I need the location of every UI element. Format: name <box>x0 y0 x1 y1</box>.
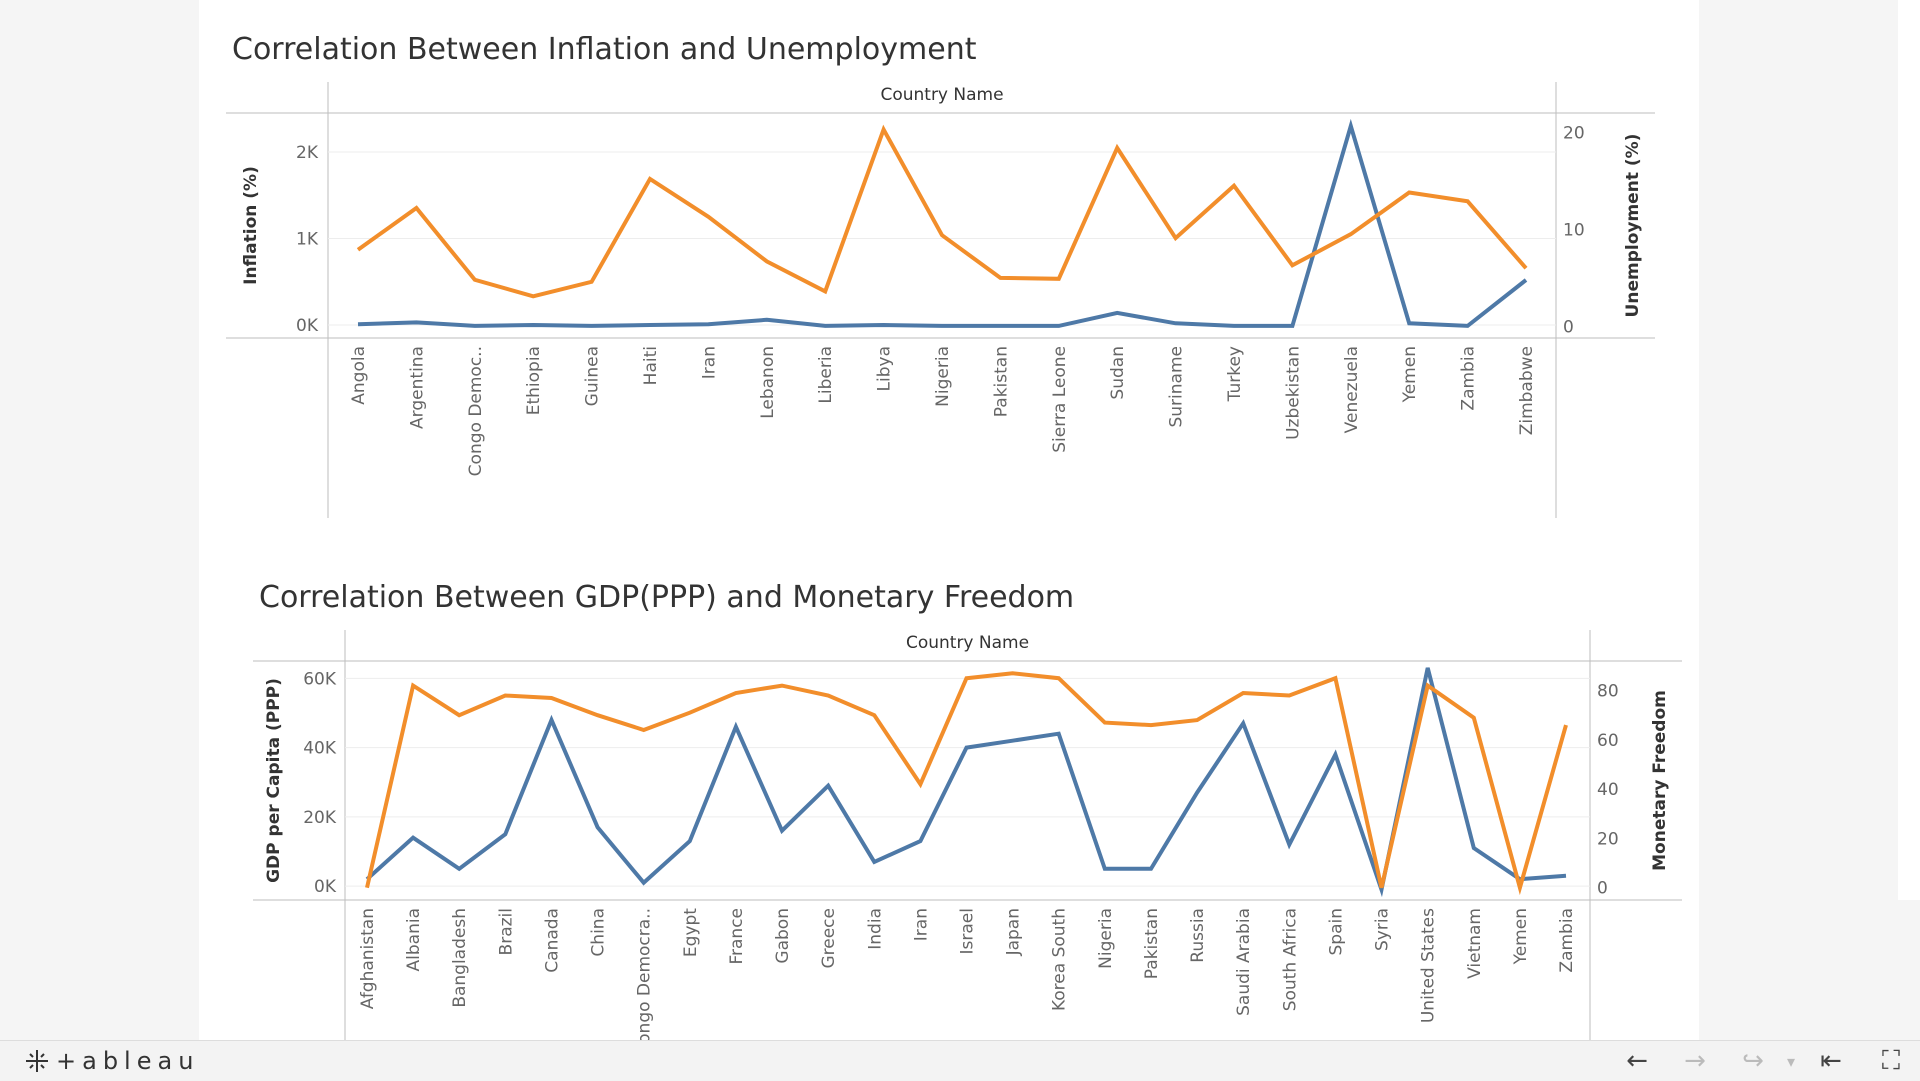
tableau-brand[interactable]: +ableau <box>24 1047 199 1075</box>
chart-2-category-label: China <box>589 908 609 957</box>
chart-2-right-tick-label: 40 <box>1597 780 1619 800</box>
chart-2-left-tick-label: 20K <box>303 808 337 828</box>
chart-2-category-label: Russia <box>1188 908 1208 963</box>
chart-1-category-label: Congo Democ.. <box>466 346 486 476</box>
chart-2-category-label: Korea South <box>1050 908 1070 1011</box>
chart-2-category-label: Pakistan <box>1142 908 1162 979</box>
chart-1-category-label: Argentina <box>407 346 427 429</box>
chart-2-category-label: South Africa <box>1280 908 1300 1011</box>
chart-1-category-label: Iran <box>699 346 719 379</box>
chart-1-category-label: Pakistan <box>991 346 1011 417</box>
chart-2-category-label: Greece <box>819 908 839 969</box>
chart-2-category-label: Canada <box>542 908 562 973</box>
chart-2-category-label: Iran <box>911 908 931 941</box>
chart-1-category-label: Yemen <box>1400 346 1420 403</box>
fullscreen-button[interactable]: ⛶ <box>1876 1045 1906 1076</box>
chart-1-category-label: Angola <box>349 346 369 405</box>
chart-2-category-label: Japan <box>1004 908 1024 956</box>
chart-2-category-label: Congo Democra.. <box>635 908 655 1040</box>
go-to-start-button[interactable]: ⇤ <box>1816 1046 1846 1076</box>
chart-1-series-left-axis-line <box>357 118 1528 328</box>
chart-2-category-label: Bangladesh <box>450 908 470 1008</box>
chart-1-category-label: Lebanon <box>758 346 778 419</box>
chart-1-title: Correlation Between Inflation and Unempl… <box>232 32 977 67</box>
chart-2-category-label: Afghanistan <box>358 908 378 1009</box>
chart-2-column-header: Country Name <box>906 633 1029 653</box>
brand-text: +ableau <box>56 1047 200 1075</box>
revert-icon: ↪ <box>1742 1046 1764 1076</box>
fullscreen-icon: ⛶ <box>1881 1045 1901 1076</box>
chart-2-right-tick-label: 80 <box>1597 682 1619 702</box>
tableau-logo-icon <box>26 1050 48 1072</box>
chart-2-left-tick-label: 60K <box>303 669 337 689</box>
chart-1-left-tick-label: 0K <box>296 316 319 336</box>
chart-1-right-axis-title: Unemployment (%) <box>1623 134 1643 318</box>
chart-2-right-tick-label: 20 <box>1597 829 1619 849</box>
chart-1-category-label: Sudan <box>1108 346 1128 400</box>
chart-1-category-label: Zambia <box>1459 346 1479 411</box>
chart-1-category-label: Ethiopia <box>524 346 544 415</box>
arrow-left-icon: ← <box>1626 1046 1648 1076</box>
chart-2-category-label: Spain <box>1326 908 1346 956</box>
chart-1-series-right-axis-line <box>356 124 1528 299</box>
chart-2-category-label: Nigeria <box>1096 908 1116 969</box>
chart-2-right-tick-label: 0 <box>1597 879 1608 899</box>
chart-1-category-label: Haiti <box>641 346 661 385</box>
chart-2-category-label: Albania <box>404 908 424 971</box>
chart-2-category-label: Brazil <box>496 908 516 955</box>
chart-2-series-left-axis-line <box>365 667 1567 898</box>
charts-canvas[interactable]: Country Name 0K 1K 2K 0 10 20 Inflation (%) Unem… <box>0 0 1920 1040</box>
revert-button[interactable]: ↪ <box>1738 1046 1768 1076</box>
chart-2-category-label: United States <box>1419 908 1439 1023</box>
chart-1-right-tick-label: 10 <box>1563 220 1585 240</box>
chart-1-left-axis-title: Inflation (%) <box>241 166 261 285</box>
chart-2-category-label: Zambia <box>1557 908 1577 973</box>
chart-1-category-label: Turkey <box>1225 346 1245 402</box>
redo-button[interactable]: → <box>1680 1046 1710 1076</box>
chart-2-category-label: Syria <box>1373 908 1393 951</box>
chart-1-left-tick-label: 2K <box>296 143 319 163</box>
chart-2-category-label: Vietnam <box>1465 908 1485 979</box>
chart-1-category-label: Liberia <box>816 346 836 404</box>
chart-1-category-label: Sierra Leone <box>1050 346 1070 453</box>
chart-2-category-label: Yemen <box>1511 908 1531 965</box>
chart-2-category-label: India <box>865 908 885 950</box>
chart-1-category-label: Suriname <box>1167 346 1187 428</box>
chart-2-left-tick-label: 40K <box>303 739 337 759</box>
chart-1-category-label: Libya <box>875 346 895 391</box>
chart-2-category-label: Saudi Arabia <box>1234 908 1254 1016</box>
chart-2-category-label: Gabon <box>773 908 793 964</box>
chart-2-left-tick-label: 0K <box>314 877 337 897</box>
arrow-right-icon: → <box>1684 1046 1706 1076</box>
chart-2-left-axis-title: GDP per Capita (PPP) <box>264 678 284 883</box>
chart-1-category-label: Nigeria <box>933 346 953 407</box>
scroll-strip <box>1898 0 1920 900</box>
chart-2-right-tick-label: 60 <box>1597 731 1619 751</box>
undo-button[interactable]: ← <box>1622 1046 1652 1076</box>
toolbar: +ableau ← → ↪ ▾ ⇤ ⛶ <box>0 1040 1920 1081</box>
chart-1-column-header: Country Name <box>880 85 1003 105</box>
chart-2-title: Correlation Between GDP(PPP) and Monetar… <box>259 580 1075 615</box>
chart-1-left-tick-label: 1K <box>296 229 319 249</box>
revert-menu-button[interactable]: ▾ <box>1776 1047 1806 1075</box>
first-page-icon: ⇤ <box>1820 1046 1842 1076</box>
chart-1-category-label: Zimbabwe <box>1517 346 1537 435</box>
chart-1-category-label: Venezuela <box>1342 346 1362 433</box>
chart-1-right-tick-label: 20 <box>1563 123 1585 143</box>
chart-2-category-label: Israel <box>958 908 978 954</box>
dashboard: Correlation Between Inflation and Unempl… <box>199 0 1699 1040</box>
chart-1-category-label: Uzbekistan <box>1283 346 1303 440</box>
chart-2-category-label: Egypt <box>681 908 701 957</box>
chart-2-category-label: France <box>727 908 747 965</box>
chart-1-category-label: Guinea <box>583 346 603 406</box>
chart-1-right-tick-label: 0 <box>1563 317 1574 337</box>
chevron-down-icon: ▾ <box>1786 1051 1796 1071</box>
chart-2-right-axis-title: Monetary Freedom <box>1650 690 1670 871</box>
chart-2-series-right-axis-line <box>365 671 1568 896</box>
